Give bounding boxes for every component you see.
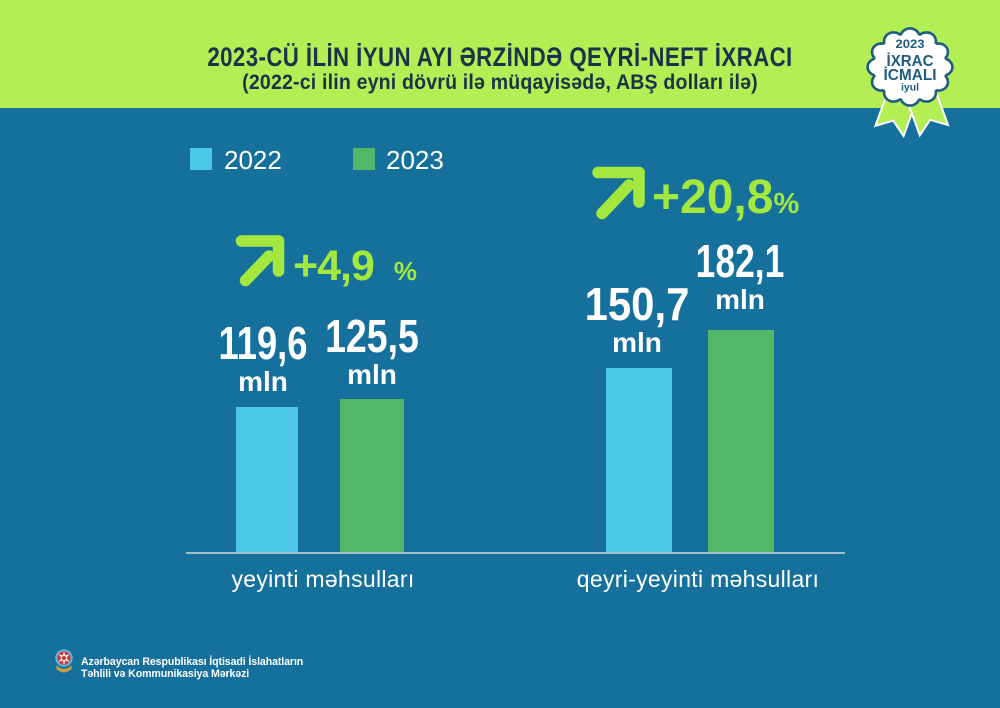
svg-text:İCMALI: İCMALI: [884, 66, 937, 84]
svg-text:2023: 2023: [896, 39, 925, 51]
svg-text:İXRAC: İXRAC: [887, 52, 934, 70]
svg-text:iyul: iyul: [901, 82, 919, 94]
